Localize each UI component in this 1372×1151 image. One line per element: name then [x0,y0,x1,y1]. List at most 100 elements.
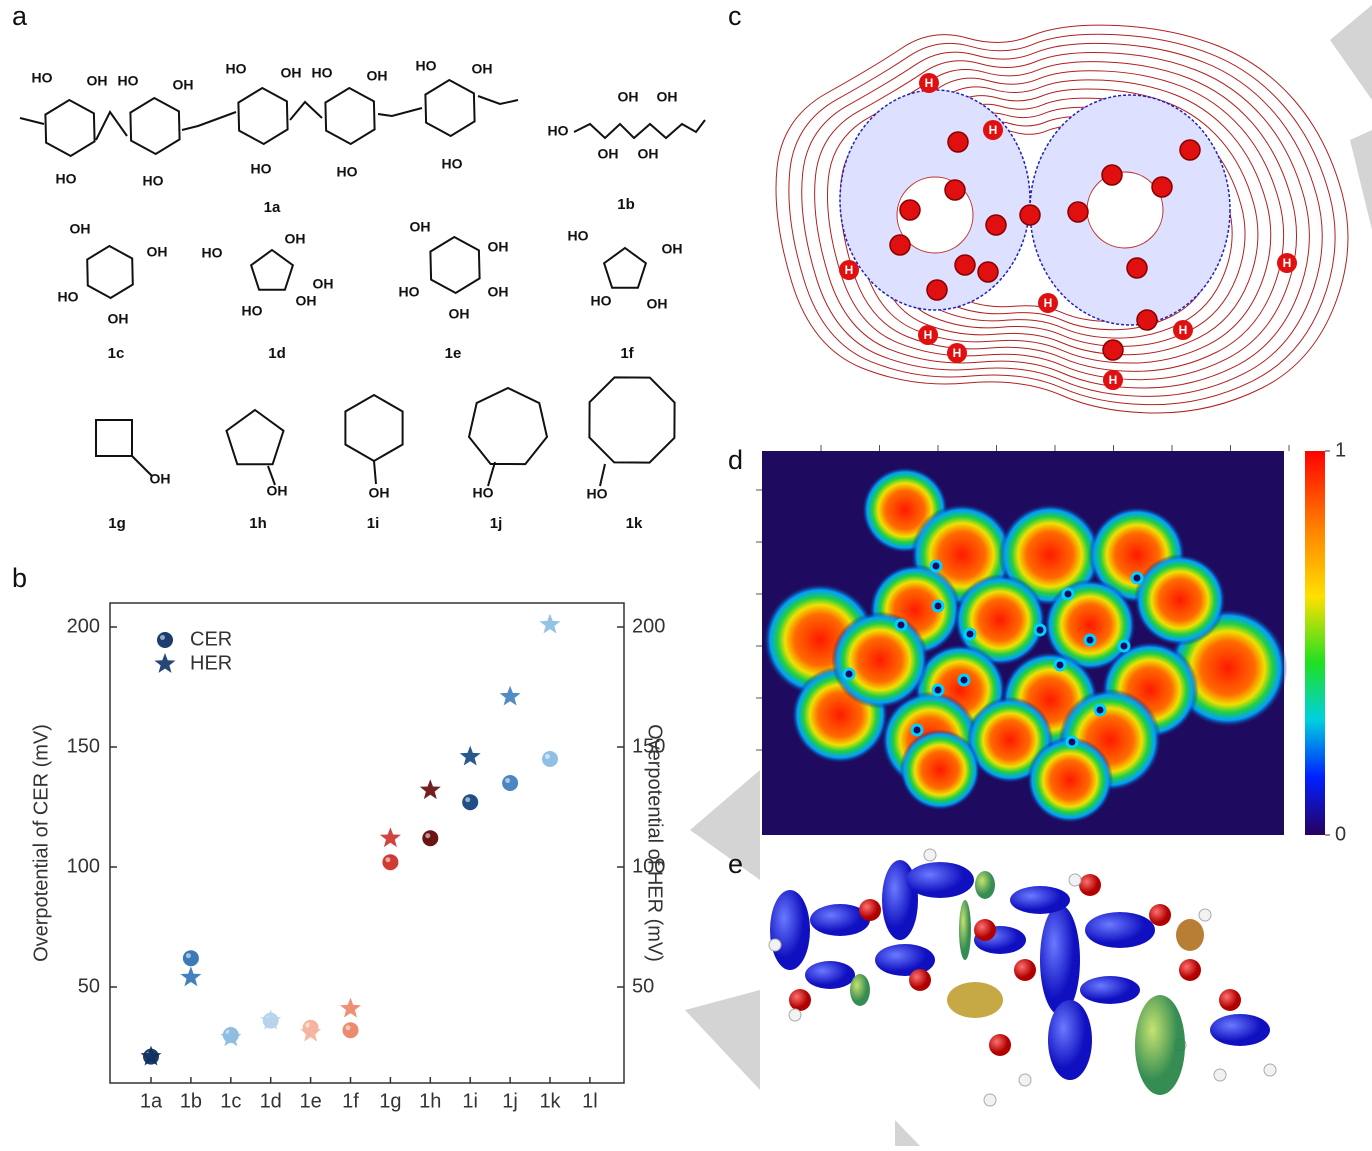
x-tick-label: 1i [462,1090,478,1112]
group-label: HO [242,303,263,319]
node [963,627,977,641]
interaction-surface [959,900,971,960]
density-blob [1044,579,1136,671]
group-label: HO [202,245,223,261]
star-marker [499,685,521,706]
density-map: 10 [756,439,1346,845]
atom [1102,339,1124,361]
bond-basin [770,890,810,970]
group-label: OH [657,89,678,105]
group-label: HO [548,123,569,139]
node [929,559,943,573]
hydrogen [788,1008,802,1022]
contour-map: H H H H H H H H H [775,24,1349,414]
node [894,618,908,632]
atom [1067,201,1089,223]
node [910,723,924,737]
atom [1019,204,1041,226]
sphere-marker [182,950,199,967]
watermark-shape [685,990,760,1090]
atom-label: H [1044,296,1053,310]
group-label: OH [618,89,639,105]
star-marker [419,779,441,800]
hydrogen [1198,908,1212,922]
atom-label: H [953,346,962,360]
sphere-marker [342,1022,359,1039]
atom-label: H [925,76,934,90]
ring [588,376,676,464]
group-label: OH [281,65,302,81]
atom [1179,139,1201,161]
group-label: HO [226,61,247,77]
atom [1126,257,1148,279]
colorbar [1305,451,1325,835]
hydrogen [1263,1063,1277,1077]
ring [237,86,289,146]
x-tick-label: 1a [140,1090,163,1112]
ring [429,235,481,295]
group-label: OH [173,77,194,93]
ring [86,244,134,300]
compound-label: 1h [249,515,267,532]
group-label: HO [568,228,589,244]
group-label: OH [647,296,668,312]
h-atom [1173,320,1193,340]
node [1093,703,1107,717]
bond [477,95,519,106]
group-label: HO [473,485,494,501]
atom [985,214,1007,236]
group-label: HO [56,171,77,187]
h-atom [1038,293,1058,313]
y2-tick-label: 100 [632,855,665,877]
y2-tick-label: 200 [632,615,665,637]
hydrogen [768,938,782,952]
contour [826,61,1298,381]
oxygen [1179,959,1201,981]
oxygen [1219,989,1241,1011]
oxygen [989,1034,1011,1056]
watermark-shape [1330,5,1372,100]
star-marker [140,1045,162,1066]
bond-basin [1210,1014,1270,1046]
h-atom [1277,253,1297,273]
panel-label: b [12,563,27,593]
group-label: OH [150,471,171,487]
star-marker [180,966,202,987]
star-marker [260,1009,282,1030]
group-label: HO [118,73,139,89]
y-tick-label: 100 [67,855,100,877]
oxygen [909,969,931,991]
highlight [505,778,511,783]
x-tick-label: 1f [342,1090,359,1112]
hydrogen [1213,1068,1227,1082]
node [1065,735,1079,749]
node [1117,639,1131,653]
highlight [425,833,431,839]
group-label: OH [488,284,509,300]
legend-label: HER [190,652,232,674]
y2-tick-label: 150 [632,735,665,757]
x-tick-label: 1e [299,1090,321,1112]
panel-label: a [12,1,28,31]
ring [424,78,476,138]
node [1053,658,1067,672]
compound-label: 1d [268,345,286,362]
bond-basin [1040,905,1080,1015]
group-label: HO [416,58,437,74]
highlight [345,1025,351,1031]
compound-label: 1a [264,199,281,216]
y-tick-label: 150 [67,735,100,757]
watermark-shape [690,770,760,880]
highlight [465,797,471,803]
x-tick-label: 1l [582,1090,598,1112]
group-label: HO [337,164,358,180]
node [1061,587,1075,601]
ring [44,98,96,158]
node [1033,623,1047,637]
interaction-surface [1135,995,1185,1095]
density-blob [831,611,929,709]
interaction-surface [947,982,1003,1018]
group-label: HO [251,161,272,177]
contour [775,24,1349,414]
